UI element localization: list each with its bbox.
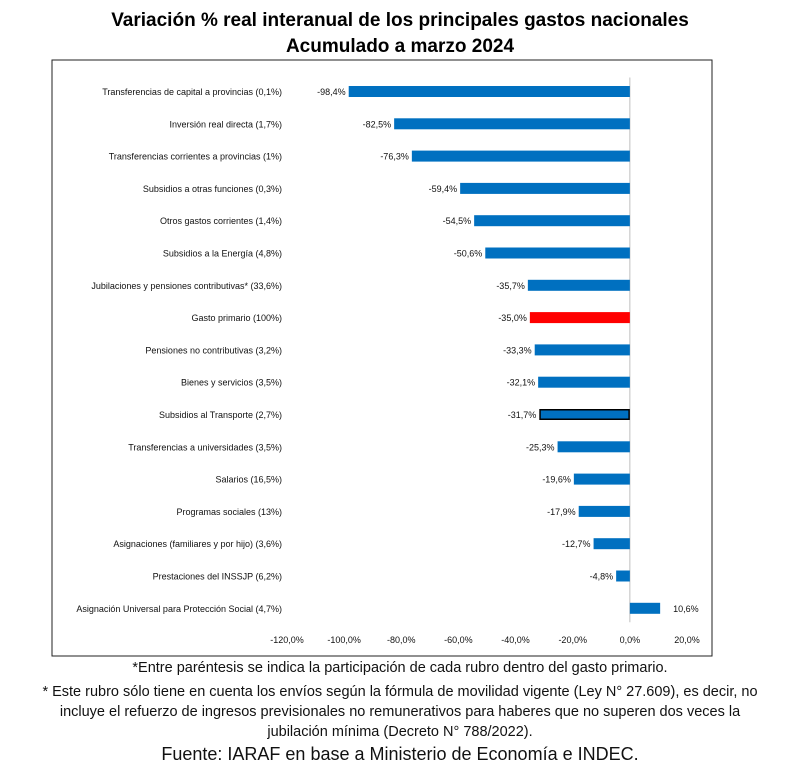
- category-label: Inversión real directa (1,7%): [169, 119, 282, 129]
- data-label: 10,6%: [673, 604, 699, 614]
- data-label: -59,4%: [429, 184, 458, 194]
- participation-footnote: *Entre paréntesis se indica la participa…: [132, 660, 668, 676]
- data-label: -19,6%: [542, 475, 571, 485]
- x-tick-label: 0,0%: [620, 635, 641, 645]
- bar: [593, 538, 630, 550]
- bar: [460, 182, 630, 194]
- data-label: -35,0%: [498, 313, 527, 323]
- data-label: -12,7%: [562, 539, 591, 549]
- data-label: -98,4%: [317, 87, 346, 97]
- bar: [578, 505, 630, 517]
- category-label: Bienes y servicios (3,5%): [181, 378, 282, 388]
- data-label: -4,8%: [590, 572, 614, 582]
- category-label: Subsidios a la Energía (4,8%): [163, 249, 282, 259]
- data-label: -31,7%: [508, 410, 537, 420]
- category-label: Salarios (16,5%): [215, 475, 282, 485]
- bar: [348, 86, 630, 97]
- x-tick-label: -60,0%: [444, 635, 473, 645]
- bar: [474, 215, 630, 227]
- x-tick-label: -120,0%: [270, 635, 304, 645]
- x-tick-label: 20,0%: [674, 635, 700, 645]
- bar: [529, 312, 630, 324]
- x-tick-label: -40,0%: [501, 635, 530, 645]
- bar: [573, 473, 630, 485]
- category-label: Asignación Universal para Protección Soc…: [76, 604, 282, 614]
- category-label: Gasto primario (100%): [191, 313, 282, 323]
- category-label: Pensiones no contributivas (3,2%): [145, 345, 282, 355]
- bar: [539, 409, 630, 420]
- data-label: -82,5%: [363, 119, 392, 129]
- category-label: Transferencias de capital a provincias (…: [102, 87, 282, 97]
- plot-frame: [51, 59, 713, 657]
- x-tick-label: -20,0%: [558, 635, 587, 645]
- data-label: -25,3%: [526, 442, 555, 452]
- category-label: Otros gastos corrientes (1,4%): [160, 216, 282, 226]
- bar: [629, 602, 661, 614]
- source-text: Fuente: IARAF en base a Ministerio de Ec…: [161, 744, 639, 764]
- category-label: Asignaciones (familiares y por hijo) (3,…: [113, 539, 282, 549]
- data-label: -54,5%: [443, 216, 472, 226]
- bar: [534, 344, 630, 356]
- chart-subtitle: Acumulado a marzo 2024: [285, 36, 515, 57]
- category-label: Subsidios al Transporte (2,7%): [159, 410, 282, 420]
- data-label: -35,7%: [496, 281, 525, 291]
- x-tick-label: -100,0%: [327, 635, 361, 645]
- bar: [527, 279, 630, 291]
- category-label: Jubilaciones y pensiones contributivas* …: [91, 281, 282, 291]
- bar: [616, 570, 630, 582]
- category-label: Programas sociales (13%): [176, 507, 282, 517]
- pension-footnote: * Este rubro sólo tiene en cuenta los en…: [42, 684, 758, 740]
- bar: [394, 118, 630, 130]
- x-tick-label: -80,0%: [387, 635, 416, 645]
- data-label: -32,1%: [507, 378, 536, 388]
- data-label: -17,9%: [547, 507, 576, 517]
- bar: [538, 376, 630, 388]
- bar: [411, 150, 630, 162]
- category-label: Transferencias corrientes a provincias (…: [109, 152, 282, 162]
- category-label: Transferencias a universidades (3,5%): [128, 442, 282, 452]
- bar-chart: Transferencias de capital a provincias (…: [51, 59, 713, 657]
- data-label: -50,6%: [454, 249, 483, 259]
- bar: [557, 441, 630, 453]
- bar: [485, 247, 630, 259]
- chart-title: Variación % real interanual de los princ…: [111, 10, 689, 31]
- data-label: -33,3%: [503, 345, 532, 355]
- category-label: Prestaciones del INSSJP (6,2%): [153, 572, 282, 582]
- category-label: Subsidios a otras funciones (0,3%): [143, 184, 282, 194]
- data-label: -76,3%: [380, 152, 409, 162]
